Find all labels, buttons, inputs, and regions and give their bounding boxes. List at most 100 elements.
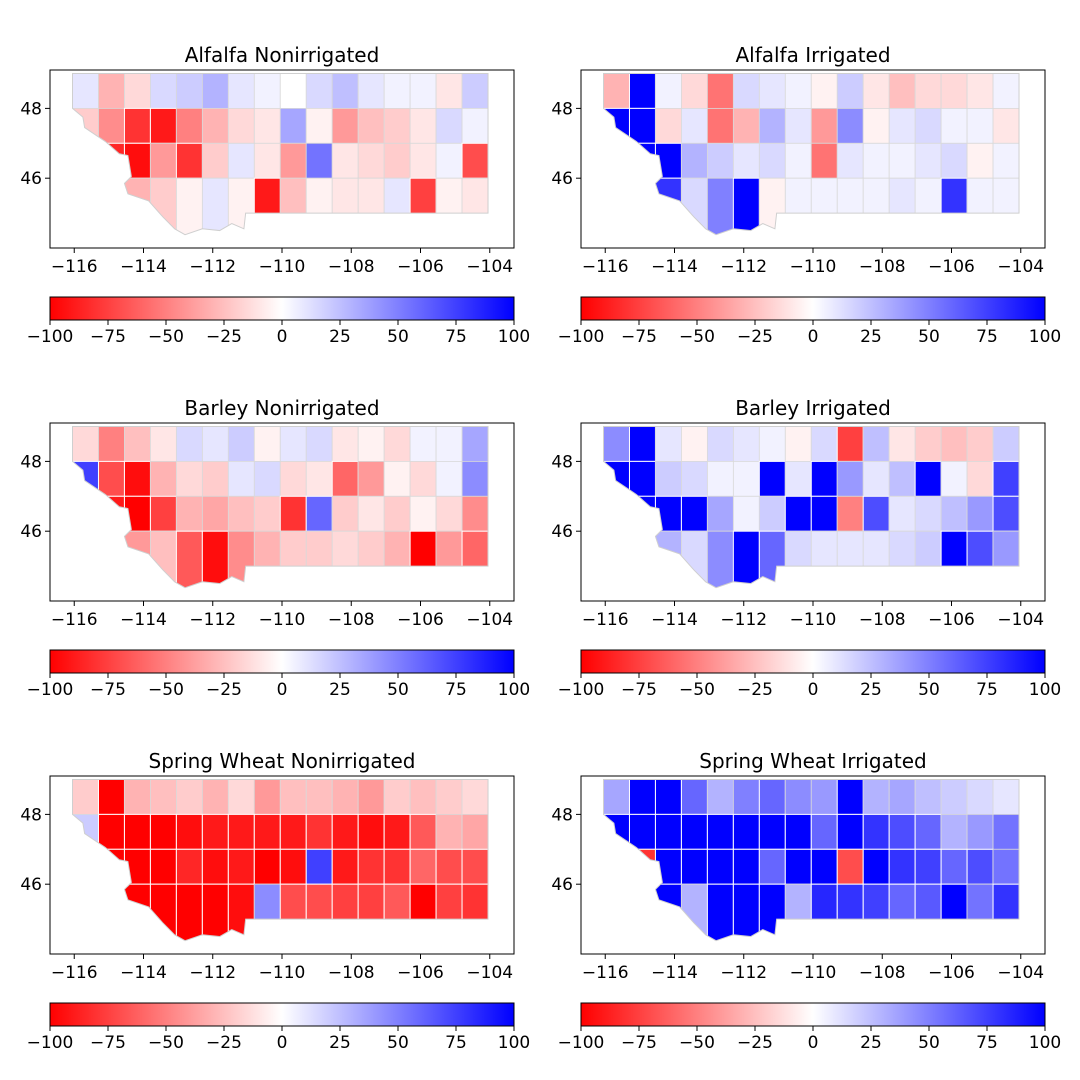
county-cell bbox=[732, 495, 760, 532]
colorbar-tick-label: −25 bbox=[206, 680, 242, 700]
county-cell bbox=[862, 426, 890, 462]
county-cell bbox=[940, 495, 968, 532]
county-cell bbox=[305, 813, 333, 850]
county-cell bbox=[357, 177, 385, 235]
county-cell bbox=[940, 73, 968, 109]
county-cell bbox=[227, 142, 255, 179]
county-cell bbox=[98, 426, 125, 462]
county-cell bbox=[784, 107, 812, 144]
county-cell bbox=[305, 73, 333, 109]
county-cell bbox=[862, 460, 890, 497]
colorbar-tick-label: 25 bbox=[860, 327, 882, 347]
county-cell bbox=[992, 107, 1020, 144]
county-cell bbox=[680, 779, 708, 815]
county-cell bbox=[732, 779, 760, 815]
county-cell bbox=[98, 73, 125, 109]
county-cell bbox=[706, 426, 734, 462]
county-cell bbox=[97, 848, 125, 885]
colorbar-tick-label: −75 bbox=[90, 327, 126, 347]
county-cell bbox=[357, 142, 385, 179]
county-cell bbox=[732, 177, 760, 235]
county-cell bbox=[253, 177, 281, 235]
county-cell bbox=[628, 813, 656, 850]
state-outline bbox=[603, 778, 1020, 942]
county-cell bbox=[253, 530, 281, 588]
county-cell bbox=[253, 73, 281, 109]
colorbar-tick-label: 75 bbox=[976, 1033, 998, 1053]
county-cell bbox=[914, 530, 942, 588]
colorbar-tick-label: −100 bbox=[558, 1033, 605, 1053]
state-outline bbox=[603, 72, 1020, 236]
county-cell bbox=[461, 779, 489, 815]
county-cell bbox=[784, 177, 812, 235]
county-cell bbox=[810, 142, 838, 179]
colorbar-tick-label: 25 bbox=[860, 680, 882, 700]
county-cell bbox=[175, 495, 203, 532]
county-cell bbox=[836, 883, 864, 941]
colorbar-tick-label: 0 bbox=[277, 680, 288, 700]
county-cell bbox=[175, 426, 203, 462]
county-cell bbox=[862, 848, 890, 885]
county-cell bbox=[836, 460, 864, 497]
county-cell bbox=[227, 426, 255, 462]
colorbar-tick-label: −25 bbox=[737, 680, 773, 700]
county-cell bbox=[628, 848, 656, 885]
county-cell bbox=[940, 460, 968, 497]
county-cell bbox=[706, 107, 734, 144]
county-cell bbox=[409, 813, 437, 850]
county-cell bbox=[124, 426, 151, 462]
map-panel-5: Spring Wheat Nonirrigated −116 −114 −112 −11… bbox=[20, 749, 530, 1053]
county-cell bbox=[201, 883, 229, 941]
county-cell bbox=[435, 426, 463, 462]
county-cell bbox=[149, 107, 177, 144]
county-cell bbox=[305, 530, 333, 588]
county-cell bbox=[732, 426, 760, 462]
county-cell bbox=[810, 177, 838, 235]
county-cell bbox=[810, 530, 838, 588]
county-cell bbox=[227, 813, 255, 850]
county-cell bbox=[98, 107, 125, 144]
county-cell bbox=[175, 460, 203, 497]
y-tick-label: 48 bbox=[20, 452, 42, 472]
panel-title: Barley Irrigated bbox=[735, 396, 891, 420]
county-cell bbox=[331, 848, 359, 885]
x-tick-label: −112 bbox=[720, 610, 767, 630]
y-tick-label: 46 bbox=[20, 875, 42, 895]
county-cell bbox=[72, 495, 99, 532]
colorbar-tick-label: 25 bbox=[329, 1033, 351, 1053]
county-cell bbox=[914, 495, 942, 532]
county-cell bbox=[409, 142, 437, 179]
colorbar-tick-label: −50 bbox=[679, 680, 715, 700]
colorbar-tick-label: 75 bbox=[976, 680, 998, 700]
y-tick-label: 46 bbox=[551, 522, 573, 542]
x-tick-label: −106 bbox=[928, 610, 975, 630]
county-cell bbox=[758, 530, 786, 588]
x-tick-label: −112 bbox=[720, 963, 767, 983]
county-cell bbox=[810, 779, 838, 815]
county-cell bbox=[227, 495, 255, 532]
county-cell bbox=[175, 177, 203, 235]
county-cell bbox=[227, 460, 255, 497]
county-cell bbox=[227, 883, 255, 941]
county-cell bbox=[435, 460, 463, 497]
colorbar-tick-label: 50 bbox=[387, 680, 409, 700]
x-tick-label: −116 bbox=[51, 963, 98, 983]
county-cell bbox=[836, 848, 864, 885]
county-cell bbox=[758, 883, 786, 941]
county-cell bbox=[966, 848, 994, 885]
county-cell bbox=[357, 883, 385, 941]
county-cell bbox=[149, 848, 177, 885]
county-cell bbox=[383, 883, 411, 941]
county-cell bbox=[98, 177, 125, 235]
county-cell bbox=[175, 142, 203, 179]
county-cell bbox=[227, 107, 255, 144]
county-cell bbox=[862, 73, 890, 109]
county-cell bbox=[966, 177, 994, 235]
x-tick-label: −108 bbox=[859, 963, 906, 983]
county-cell bbox=[97, 883, 125, 941]
county-cell bbox=[940, 883, 968, 941]
county-cell bbox=[603, 530, 630, 588]
county-cell bbox=[914, 426, 942, 462]
county-cell bbox=[966, 107, 994, 144]
